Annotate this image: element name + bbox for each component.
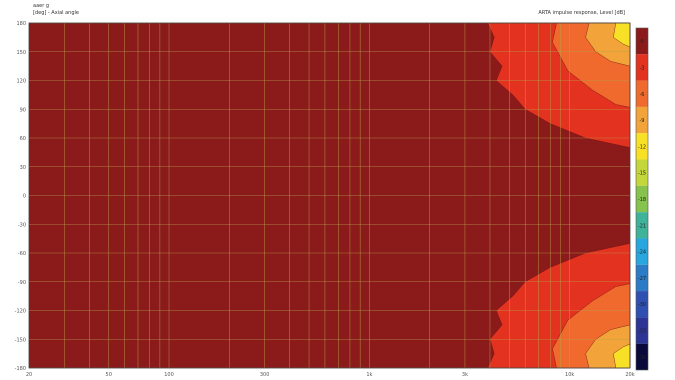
chart-title: ARTA impulse response, Level [dB] bbox=[538, 10, 625, 16]
colorbar-swatch bbox=[636, 106, 648, 134]
y-tick-label: -150 bbox=[15, 337, 26, 343]
colorbar-label: -27 bbox=[638, 276, 646, 282]
y-tick-label: -60 bbox=[18, 251, 26, 257]
colorbar-label: -3 bbox=[640, 65, 645, 71]
y-tick-label: 120 bbox=[16, 79, 26, 85]
colorbar-swatch bbox=[636, 80, 648, 107]
colorbar-swatch bbox=[636, 212, 648, 239]
colorbar-label: -30 bbox=[638, 302, 646, 308]
colorbar-swatch bbox=[636, 343, 648, 370]
colorbar-frame bbox=[635, 27, 649, 371]
y-tick-label: 0 bbox=[23, 194, 26, 200]
y-tick-label: -30 bbox=[18, 222, 26, 228]
colorbar-label: -24 bbox=[638, 250, 646, 256]
x-tick-label: 1k bbox=[366, 372, 372, 378]
y-tick-label: 60 bbox=[20, 136, 26, 142]
x-tick-label: 300 bbox=[260, 372, 270, 378]
x-tick-label: 20k bbox=[625, 372, 634, 378]
y-tick-label: 30 bbox=[20, 165, 26, 171]
colorbar-swatch bbox=[636, 264, 648, 292]
plot-frame bbox=[28, 22, 631, 369]
y-tick-label: 150 bbox=[16, 50, 26, 56]
y-axis-label: [deg] - Axial angle bbox=[33, 10, 79, 16]
colorbar-label: -36 bbox=[638, 355, 646, 361]
colorbar-label: -15 bbox=[638, 171, 646, 177]
colorbar-label: -18 bbox=[638, 197, 646, 203]
y-tick-label: 180 bbox=[16, 21, 26, 27]
colorbar-swatch bbox=[636, 291, 648, 318]
y-tick-label: 90 bbox=[20, 107, 26, 113]
colorbar-swatch bbox=[636, 317, 648, 344]
x-tick-label: 20 bbox=[26, 372, 32, 378]
y-tick-label: -180 bbox=[15, 366, 26, 372]
colorbar-label: -9 bbox=[640, 118, 645, 124]
colorbar-label: 0 bbox=[640, 39, 643, 45]
colorbar-label: -12 bbox=[638, 144, 646, 150]
colorbar-swatch bbox=[636, 159, 648, 186]
file-label: aaer g bbox=[33, 3, 50, 9]
colorbar-swatch bbox=[636, 185, 648, 213]
colorbar-label: -21 bbox=[638, 223, 646, 229]
y-tick-label: -120 bbox=[15, 309, 26, 315]
y-tick-label: -90 bbox=[18, 280, 26, 286]
colorbar-swatch bbox=[636, 28, 648, 55]
x-tick-label: 50 bbox=[106, 372, 112, 378]
colorbar-swatch bbox=[636, 133, 648, 160]
colorbar-label: -33 bbox=[638, 329, 646, 335]
colorbar-swatch bbox=[636, 54, 648, 81]
x-tick-label: 100 bbox=[164, 372, 174, 378]
x-tick-label: 3k bbox=[462, 372, 468, 378]
colorbar-swatch bbox=[636, 238, 648, 265]
colorbar-label: -6 bbox=[640, 92, 645, 98]
x-tick-label: 10k bbox=[565, 372, 574, 378]
